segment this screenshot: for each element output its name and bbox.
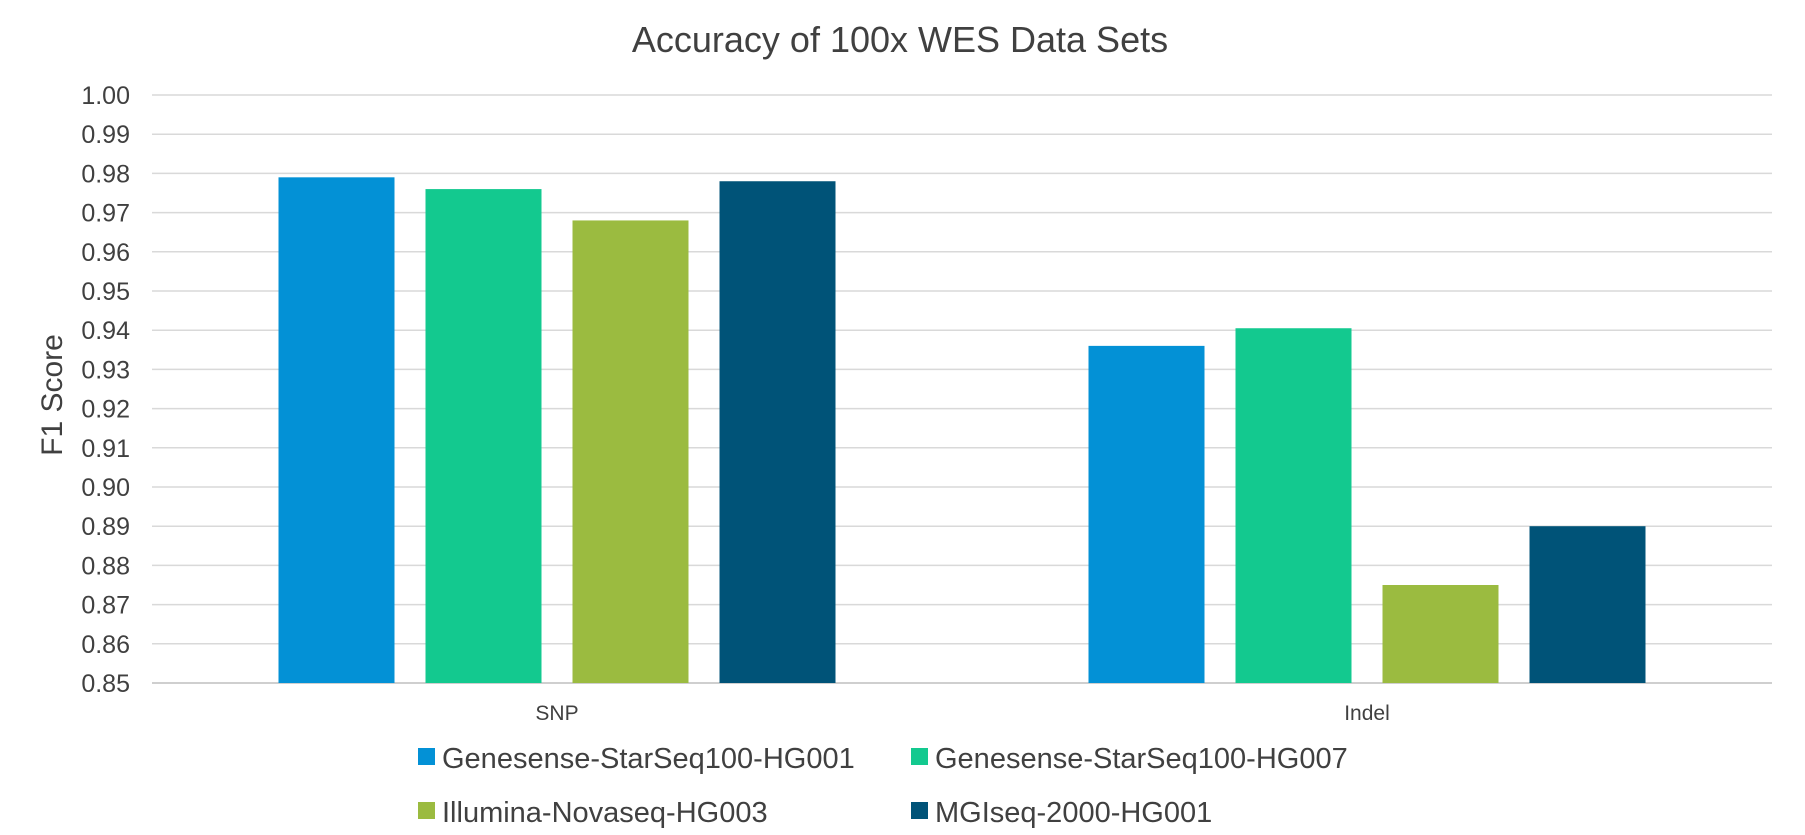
legend-item: MGIseq-2000-HG001	[911, 797, 1212, 829]
y-tick-label: 0.93	[81, 356, 130, 384]
legend-label: Illumina-Novaseq-HG003	[442, 797, 768, 829]
y-tick-label: 0.85	[81, 670, 130, 698]
legend-label: MGIseq-2000-HG001	[935, 797, 1212, 829]
bar-snp-1	[425, 189, 542, 683]
y-tick-label: 0.99	[81, 121, 130, 149]
y-tick-label: 0.87	[81, 592, 130, 620]
y-tick-label: 1.00	[81, 82, 130, 110]
legend-label: Genesense-StarSeq100-HG001	[442, 743, 855, 775]
legend-swatch	[418, 802, 435, 819]
bars	[278, 177, 1646, 684]
y-tick-label: 0.94	[81, 317, 130, 345]
bar-indel-3	[1529, 526, 1646, 683]
legend-item: Genesense-StarSeq100-HG001	[418, 743, 855, 775]
x-tick-label: Indel	[1344, 702, 1390, 725]
y-tick-label: 0.89	[81, 513, 130, 541]
y-tick-label: 0.96	[81, 239, 130, 267]
legend-swatch	[418, 748, 435, 765]
y-tick-label: 0.88	[81, 552, 130, 580]
gridlines	[152, 94, 1772, 684]
chart-title: Accuracy of 100x WES Data Sets	[632, 19, 1168, 60]
legend-item: Illumina-Novaseq-HG003	[418, 797, 768, 829]
bar-snp-2	[572, 220, 689, 683]
bar-indel-1	[1235, 328, 1352, 683]
legend-swatch	[911, 748, 928, 765]
y-tick-label: 0.97	[81, 200, 130, 228]
legend-item: Genesense-StarSeq100-HG007	[911, 743, 1348, 775]
bar-snp-0	[278, 177, 395, 683]
bar-indel-2	[1382, 585, 1499, 683]
y-tick-label: 0.98	[81, 160, 130, 188]
y-axis-ticks: 0.85 0.86 0.87 0.88 0.89 0.90 0.91 0.92 0.93 0.94…	[81, 82, 130, 698]
x-tick-label: SNP	[535, 702, 578, 725]
legend: Genesense-StarSeq100-HG001 Genesense-Star…	[418, 743, 1348, 829]
y-tick-label: 0.95	[81, 278, 130, 306]
bar-snp-3	[719, 181, 836, 684]
legend-label: Genesense-StarSeq100-HG007	[935, 743, 1348, 775]
y-tick-label: 0.86	[81, 631, 130, 659]
y-axis-label: F1 Score	[36, 334, 69, 456]
y-tick-label: 0.90	[81, 474, 130, 502]
y-tick-label: 0.92	[81, 396, 130, 424]
bar-indel-0	[1088, 345, 1205, 683]
x-axis-ticks: SNP Indel	[535, 702, 1389, 725]
y-tick-label: 0.91	[81, 435, 130, 463]
legend-swatch	[911, 802, 928, 819]
